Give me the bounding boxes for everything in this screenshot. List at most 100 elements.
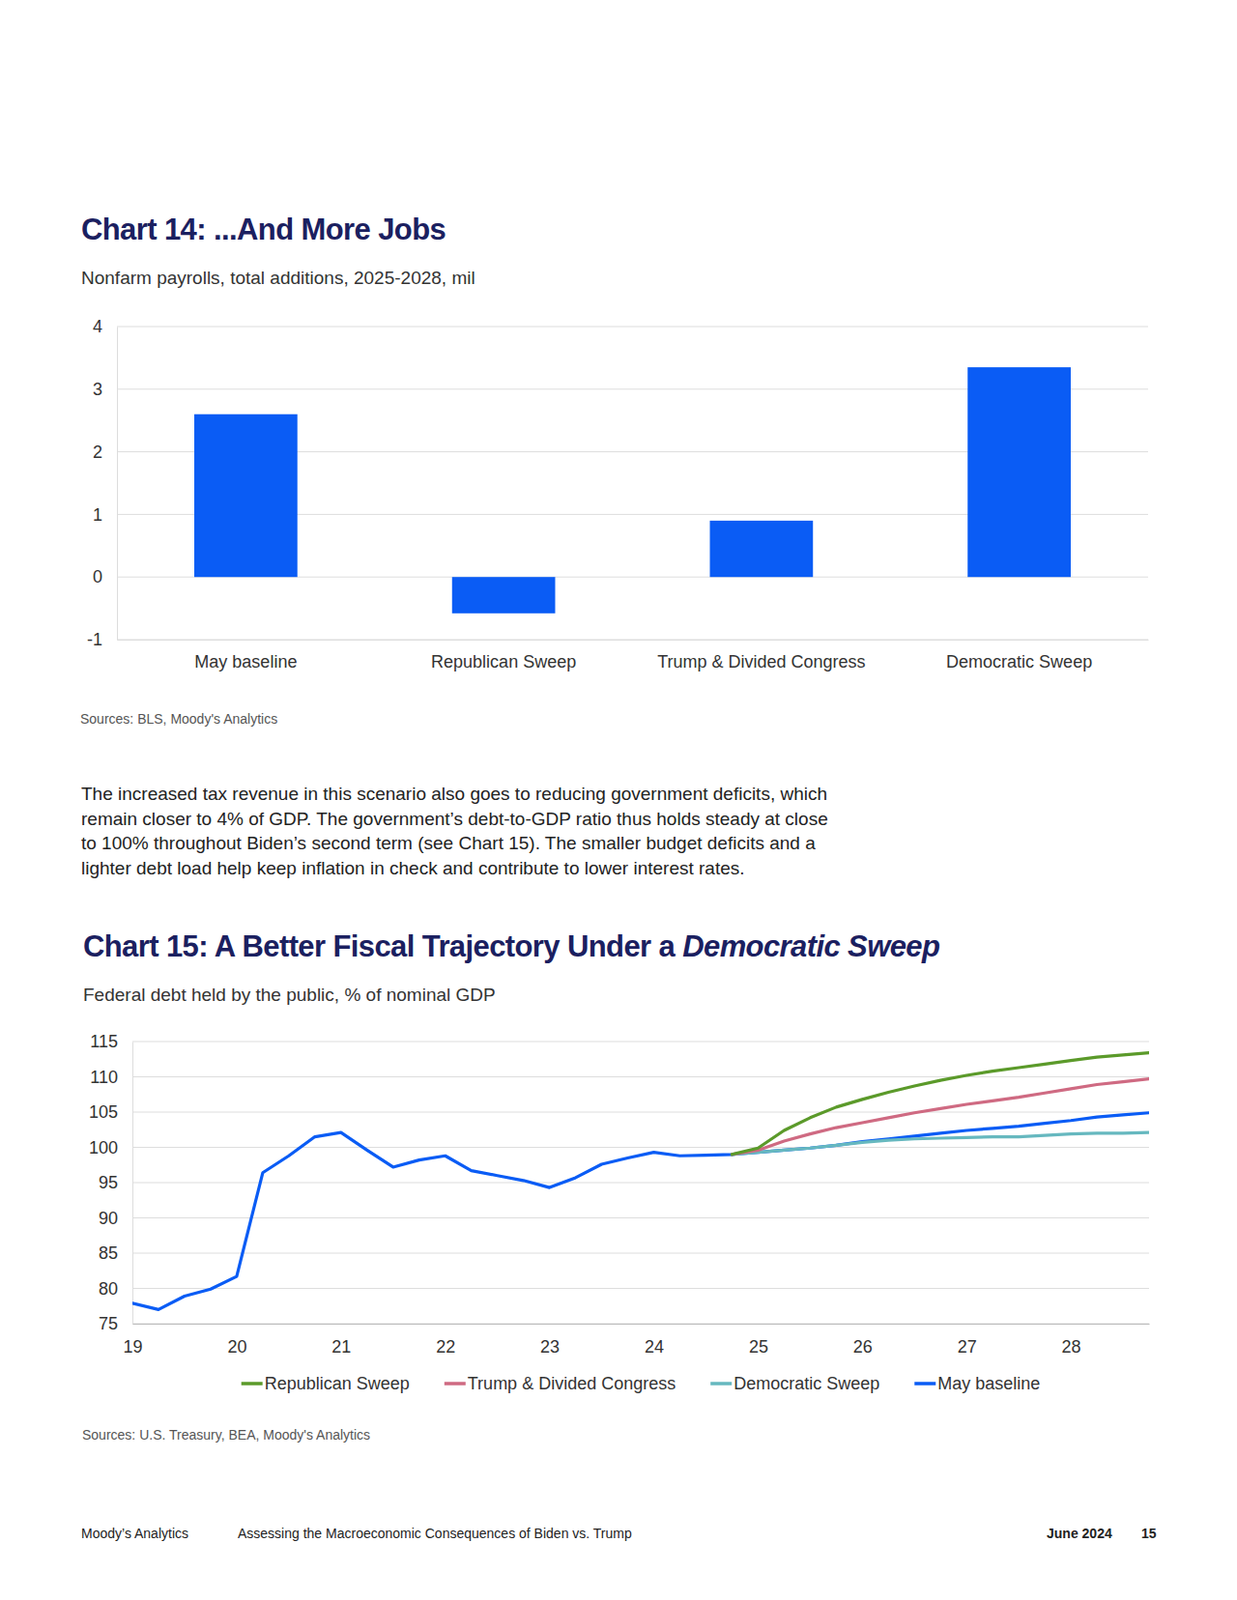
tick-label: 25 bbox=[748, 1337, 769, 1357]
tick: 21 bbox=[331, 1323, 351, 1357]
tick-label: 20 bbox=[227, 1337, 247, 1357]
chart-subtitle: Federal debt held by the public, % of no… bbox=[83, 984, 496, 1006]
tick-label: Trump & Divided Congress bbox=[657, 652, 865, 672]
tick: -1 bbox=[86, 630, 117, 650]
tick: Trump & Divided Congress bbox=[657, 639, 865, 672]
bar bbox=[710, 520, 814, 577]
tick-label: 23 bbox=[540, 1337, 560, 1357]
legend-label: Democratic Sweep bbox=[733, 1374, 880, 1394]
bars bbox=[194, 367, 1071, 614]
legend-swatch bbox=[710, 1381, 732, 1386]
tick-label: 115 bbox=[89, 1032, 118, 1052]
chart-title: Chart 14: ...And More Jobs bbox=[81, 212, 446, 247]
footer-date: June 2024 bbox=[1046, 1525, 1113, 1542]
tick: May baseline bbox=[194, 639, 297, 672]
tick: 28 bbox=[1062, 1323, 1082, 1357]
tick: 100 bbox=[88, 1138, 133, 1158]
source: Sources: U.S. Treasury, BEA, Moody's Ana… bbox=[82, 1427, 371, 1443]
legend-swatch bbox=[914, 1381, 936, 1386]
legend-label: Trump & Divided Congress bbox=[467, 1374, 676, 1394]
tick: 0 bbox=[92, 567, 117, 587]
tick: Republican Sweep bbox=[431, 639, 576, 672]
tick: 115 bbox=[89, 1032, 133, 1052]
bar bbox=[452, 576, 556, 614]
tick: 80 bbox=[98, 1279, 133, 1299]
lines bbox=[132, 1053, 1150, 1311]
legend-item: Trump & Divided Congress bbox=[444, 1374, 676, 1394]
tick: 25 bbox=[748, 1323, 769, 1357]
tick-label: 22 bbox=[435, 1337, 456, 1357]
tick-label: 85 bbox=[98, 1243, 118, 1264]
tick: 110 bbox=[89, 1067, 133, 1088]
legend-label: May baseline bbox=[937, 1374, 1040, 1394]
tick-label: 105 bbox=[88, 1102, 118, 1122]
y-axis: -101234 bbox=[86, 316, 118, 650]
tick-label: 4 bbox=[92, 316, 103, 337]
tick-label: 26 bbox=[853, 1337, 873, 1357]
page: Chart 14: ...And More Jobs Nonfarm payrol… bbox=[0, 0, 1237, 1600]
tick-label: 95 bbox=[98, 1173, 118, 1193]
legend-swatch bbox=[444, 1381, 466, 1386]
body-text: to 100% throughout Biden’s second term (… bbox=[81, 833, 816, 854]
tick: 4 bbox=[92, 316, 117, 337]
legend-item: May baseline bbox=[914, 1374, 1040, 1394]
tick: Democratic Sweep bbox=[946, 639, 1093, 672]
series-line bbox=[731, 1132, 1150, 1155]
tick: 2 bbox=[92, 442, 117, 462]
tick: 19 bbox=[122, 1323, 143, 1357]
axis-line bbox=[133, 1323, 1151, 1325]
grid-line bbox=[132, 1076, 1150, 1078]
legend-item: Democratic Sweep bbox=[710, 1374, 880, 1394]
x-axis: 19 20 21 22 23 24 25 26 27 28 bbox=[122, 1323, 1150, 1357]
x-axis: May baseline Republican Sweep Trump & Divi… bbox=[117, 639, 1150, 672]
tick-label: 100 bbox=[88, 1138, 118, 1158]
grid-line bbox=[132, 1288, 1150, 1290]
tick: 95 bbox=[98, 1173, 133, 1193]
footer-text: Moody’s Analytics bbox=[81, 1525, 189, 1542]
tick-label: May baseline bbox=[194, 652, 297, 672]
tick: 75 bbox=[98, 1314, 133, 1334]
tick-label: 3 bbox=[92, 379, 103, 400]
bar bbox=[967, 367, 1071, 577]
tick: 26 bbox=[853, 1323, 873, 1357]
grid-line bbox=[132, 1041, 1150, 1043]
tick: 23 bbox=[540, 1323, 560, 1357]
tick: 85 bbox=[98, 1243, 133, 1264]
series-line bbox=[731, 1079, 1150, 1155]
chart-subtitle: Nonfarm payrolls, total additions, 2025-… bbox=[81, 267, 476, 288]
tick-label: 110 bbox=[89, 1067, 118, 1088]
tick-label: 75 bbox=[98, 1314, 118, 1334]
legend: Republican Sweep Trump & Divided Congress… bbox=[241, 1374, 1041, 1394]
grid bbox=[116, 326, 1149, 640]
footer-text: Assessing the Macroeconomic Consequences… bbox=[237, 1525, 633, 1542]
grid-line bbox=[132, 1217, 1150, 1219]
tick-label: 19 bbox=[122, 1337, 143, 1357]
axis-line bbox=[117, 639, 1150, 641]
tick-label: 80 bbox=[98, 1279, 118, 1299]
bar bbox=[194, 414, 298, 577]
title-part: Chart 15: A Better Fiscal Trajectory Und… bbox=[83, 929, 677, 964]
grid-line bbox=[132, 1182, 1150, 1184]
legend-item: Republican Sweep bbox=[241, 1374, 410, 1394]
tick-label: Republican Sweep bbox=[431, 652, 576, 672]
tick-label: 24 bbox=[644, 1337, 664, 1357]
tick-label: -1 bbox=[86, 630, 103, 650]
grid-line bbox=[132, 1253, 1150, 1255]
tick-label: 0 bbox=[92, 567, 103, 587]
y-axis: 7580859095100105110115 bbox=[88, 1032, 134, 1334]
grid-line bbox=[116, 639, 1149, 641]
axis-line bbox=[116, 327, 118, 641]
grid bbox=[132, 1041, 1150, 1324]
tick-label: Democratic Sweep bbox=[946, 652, 1093, 672]
tick-label: 27 bbox=[957, 1337, 978, 1357]
grid-line bbox=[132, 1112, 1150, 1114]
tick: 22 bbox=[435, 1323, 456, 1357]
body-text: remain closer to 4% of GDP. The governme… bbox=[81, 808, 829, 830]
grid-line bbox=[132, 1323, 1150, 1325]
tick: 27 bbox=[957, 1323, 978, 1357]
tick: 105 bbox=[88, 1102, 133, 1122]
tick-label: 28 bbox=[1062, 1337, 1082, 1357]
tick: 24 bbox=[644, 1323, 664, 1357]
tick: 20 bbox=[227, 1323, 247, 1357]
body-text: lighter debt load help keep inflation in… bbox=[81, 858, 746, 879]
